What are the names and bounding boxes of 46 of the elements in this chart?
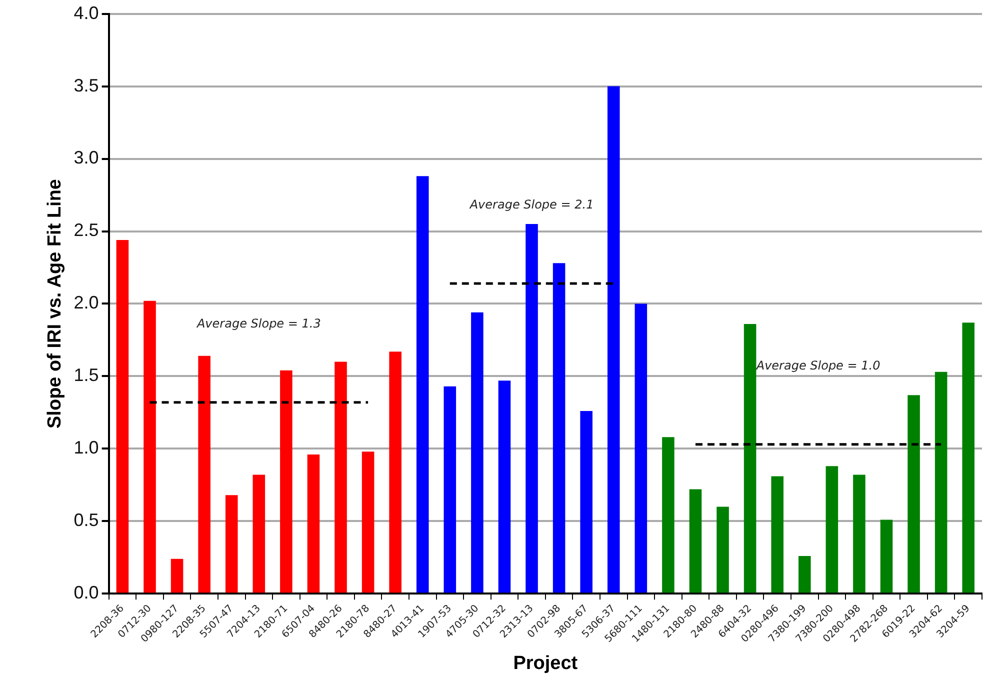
annotation: Average Slope = 1.0	[755, 358, 881, 372]
y-tick-label: 0.5	[74, 510, 99, 530]
y-tick-label: 0.0	[74, 582, 99, 603]
bar	[798, 556, 811, 593]
annotation: Average Slope = 1.3	[196, 316, 321, 330]
bar	[853, 474, 866, 593]
y-tick-label: 4.0	[74, 2, 99, 23]
bar	[771, 476, 784, 593]
x-axis-title: Project	[513, 652, 578, 674]
bar	[716, 506, 729, 593]
bar	[307, 454, 320, 593]
bar	[962, 322, 974, 593]
bar	[880, 520, 893, 593]
bar	[934, 372, 948, 593]
bar	[116, 240, 129, 593]
bar	[170, 558, 184, 593]
bar	[498, 380, 511, 593]
y-tick-label: 1.5	[74, 365, 99, 386]
bar	[471, 312, 484, 593]
bar	[908, 395, 920, 593]
bar	[225, 495, 238, 593]
y-tick-label: 3.0	[74, 148, 99, 168]
bar	[526, 224, 538, 593]
bar	[144, 300, 156, 593]
bar	[444, 386, 456, 593]
bar	[389, 352, 402, 593]
bar	[362, 452, 374, 593]
bar	[689, 489, 702, 593]
bar	[744, 324, 756, 593]
y-axis-title: Slope of IRI vs. Age Fit Line	[44, 178, 66, 428]
bar	[252, 474, 266, 593]
bar	[334, 362, 347, 593]
bar	[280, 370, 292, 593]
annotation: Average Slope = 2.1	[468, 198, 594, 212]
bar	[580, 411, 592, 593]
bar	[552, 263, 566, 593]
bar	[826, 466, 838, 593]
bar	[198, 356, 210, 593]
bar	[634, 304, 648, 593]
bar	[607, 86, 620, 593]
bar	[662, 437, 674, 593]
y-tick-label: 3.5	[74, 75, 99, 96]
bar	[416, 176, 429, 593]
y-tick-label: 2.0	[74, 292, 99, 313]
y-tick-label: 2.5	[74, 220, 99, 240]
y-tick-label: 1.0	[74, 438, 99, 458]
